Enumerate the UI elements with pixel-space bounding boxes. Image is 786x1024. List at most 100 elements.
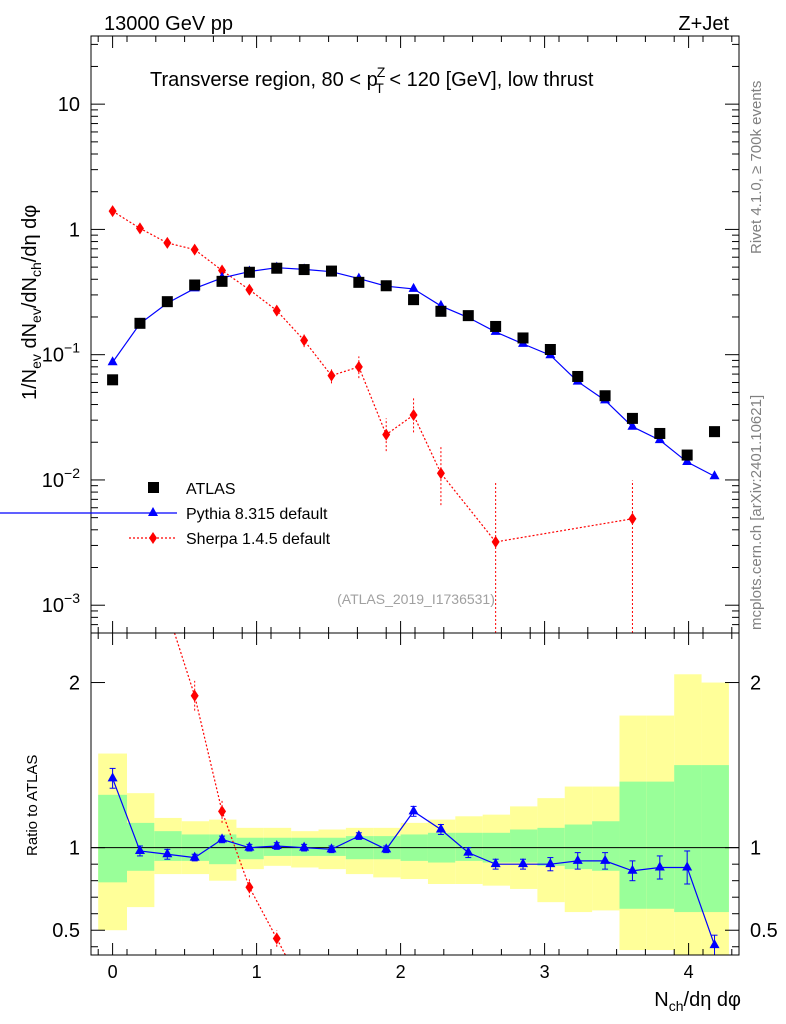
ratio-band-inner (674, 765, 702, 913)
atlas-marker (243, 266, 255, 278)
atlas-marker (325, 265, 337, 277)
pythia-ratio-marker (107, 772, 118, 782)
ratio-band-inner (646, 781, 675, 909)
ratio-band-inner (510, 829, 538, 863)
legend-pythia-label: Pythia 8.315 default (186, 506, 328, 523)
x-tick-label: 0 (108, 962, 118, 982)
pythia-ratio-marker (572, 854, 583, 864)
sherpa-marker (436, 467, 445, 480)
ratio-frame (90, 632, 740, 956)
sherpa-marker (163, 236, 172, 249)
pythia-ratio-marker (162, 848, 173, 858)
sherpa-marker (218, 264, 227, 277)
atlas-marker (572, 370, 584, 382)
atlas-marker (709, 426, 721, 438)
pythia-ratio-marker (435, 823, 446, 833)
ratio-panel: 0 1 2 3 4 0.5 0.5 1 1 2 2 (52, 36, 778, 982)
sherpa-marker (491, 535, 500, 548)
pythia-ratio-marker (490, 858, 501, 868)
pythia-ratio-marker (299, 841, 310, 851)
pythia-ratio-marker (545, 858, 556, 868)
header-right: Z+Jet (678, 13, 729, 35)
atlas-marker (353, 276, 365, 288)
sherpa-marker (135, 222, 144, 235)
pythia-ratio-marker (682, 861, 693, 871)
x-tick-label: 3 (540, 962, 550, 982)
ratio-band-inner (619, 781, 647, 909)
pythia-ratio-marker (353, 830, 364, 840)
pythia-marker (107, 356, 118, 366)
pythia-ratio-marker (326, 843, 337, 853)
legend-atlas-marker (148, 482, 159, 493)
sherpa-marker (300, 334, 309, 347)
pythia-ratio-marker (654, 861, 665, 871)
plot-title: Transverse region, 80 < pZ T < 120 [GeV],… (150, 64, 594, 96)
legend-sherpa-label: Sherpa 1.4.5 default (186, 531, 331, 548)
pythia-ratio-marker (134, 844, 145, 854)
pythia-ratio-marker (244, 841, 255, 851)
sherpa-ratio-marker (190, 689, 199, 702)
pythia-ratio-marker (627, 864, 638, 874)
y-tick-label: 10−3 (42, 590, 80, 617)
sherpa-marker (327, 369, 336, 382)
atlas-marker (599, 390, 611, 402)
x-tick-label: 1 (252, 962, 262, 982)
atlas-marker (517, 332, 529, 344)
atlas-marker (408, 294, 420, 306)
legend: ATLAS Pythia 8.315 default Sherpa 1.4.5 … (0, 481, 331, 548)
atlas-marker (380, 280, 392, 292)
sherpa-ratio-marker (272, 932, 281, 945)
legend-atlas-label: ATLAS (186, 481, 236, 498)
sherpa-marker (108, 205, 117, 218)
y-axis-label: 1/Nev dNev/dNch/dη dφ (19, 205, 44, 400)
header-left: 13000 GeV pp (104, 13, 233, 35)
y-tick-label: 1 (69, 219, 80, 241)
pythia-marker (709, 470, 720, 480)
atlas-marker (681, 449, 693, 461)
ratio-band-inner (98, 794, 127, 883)
pythia-ratio-marker (189, 851, 200, 861)
main-panel: 10−3 10−2 10−1 1 10 (42, 43, 739, 633)
side-label-rivet: Rivet 4.1.0, ≥ 700k events (748, 81, 765, 254)
ratio-y-tick-label-right: 2 (750, 673, 761, 695)
ratio-y-tick-label: 2 (69, 673, 80, 695)
legend-pythia-marker (148, 507, 158, 516)
pythia-ratio-marker (518, 858, 528, 868)
pythia-marker (408, 282, 419, 292)
y-tick-label: 10 (58, 94, 80, 116)
sherpa-marker (628, 512, 637, 525)
atlas-marker (161, 296, 173, 308)
atlas-marker (626, 412, 638, 424)
pythia-ratio-marker (463, 846, 474, 856)
pythia-ratio-marker (709, 939, 720, 949)
pythia-ratio-marker (271, 840, 282, 850)
sherpa-marker (245, 283, 254, 296)
atlas-marker (298, 264, 310, 276)
sherpa-marker (409, 408, 418, 421)
ratio-y-tick-label-right: 1 (750, 838, 761, 860)
ratio-y-axis-label: Ratio to ATLAS (24, 755, 41, 856)
pythia-ratio-marker (217, 833, 228, 843)
sherpa-ratio-marker (218, 805, 227, 818)
legend-sherpa-marker (149, 532, 157, 544)
atlas-marker (271, 262, 283, 274)
atlas-marker (462, 310, 474, 322)
atlas-marker (107, 374, 119, 386)
sherpa-marker (272, 304, 281, 317)
ratio-y-tick-label-right: 0.5 (750, 920, 778, 942)
sherpa-marker (354, 360, 363, 373)
pythia-ratio-marker (408, 805, 419, 815)
pythia-ratio-marker (381, 843, 392, 853)
sherpa-ratio-line (173, 632, 286, 956)
analysis-label: (ATLAS_2019_I1736531) (337, 591, 495, 607)
atlas-marker (216, 275, 228, 287)
ratio-band-inner (701, 765, 729, 913)
y-tick-label: 10−2 (42, 465, 80, 492)
sherpa-ratio-marker (245, 881, 254, 894)
x-tick-label: 2 (396, 962, 406, 982)
x-tick-label: 4 (684, 962, 694, 982)
side-label-mcplots: mcplots.cern.ch [arXiv:2401.10621] (748, 395, 765, 630)
sherpa-line (112, 210, 633, 543)
sherpa-marker (190, 243, 199, 256)
